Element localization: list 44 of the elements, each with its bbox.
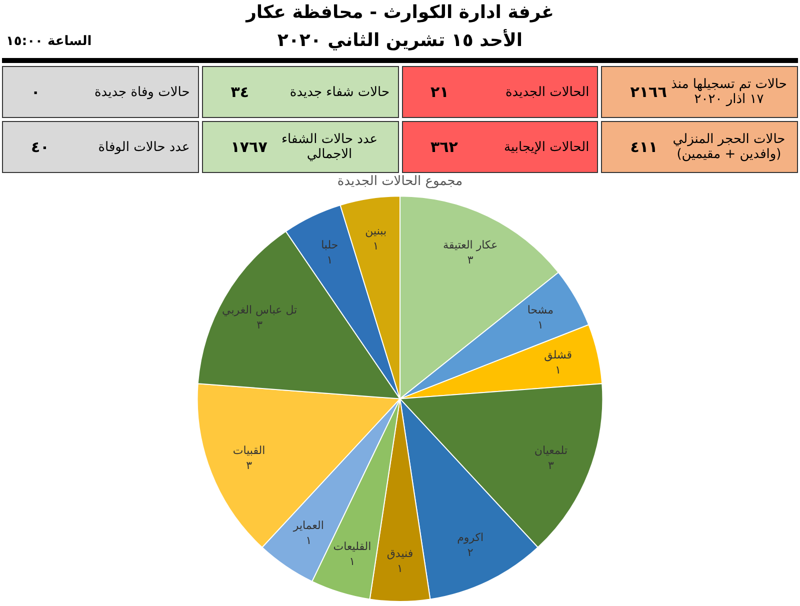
text: الحالات الإيجابية bbox=[504, 140, 590, 154]
text: الحالات الجديدة bbox=[505, 84, 590, 100]
data-label: ٣ bbox=[256, 318, 263, 332]
data-label: ١ bbox=[537, 318, 544, 332]
slice-label: القبيات bbox=[232, 444, 266, 458]
slice-label: فنيدق bbox=[386, 546, 414, 560]
slice-label: مشحا bbox=[527, 304, 554, 317]
text: حالات وفاة جديدة bbox=[94, 84, 190, 100]
text: حالات شفاء جديدة bbox=[290, 84, 390, 100]
slice-label: قشلق bbox=[544, 348, 572, 362]
slice-label: عكار العتيقة bbox=[443, 238, 498, 252]
data-label: ١ bbox=[349, 554, 356, 568]
text: ٢١٦٦ bbox=[630, 83, 667, 101]
text: ١٧٦٧ bbox=[230, 138, 268, 156]
data-label: ١ bbox=[326, 254, 333, 267]
data-label: ١ bbox=[372, 239, 379, 252]
slice-label: العماير bbox=[292, 518, 324, 532]
text: ٢١ bbox=[430, 83, 449, 101]
text: ٤٠ bbox=[31, 138, 50, 156]
text: ٣٤ bbox=[230, 83, 250, 101]
slice-label: القليعات bbox=[333, 540, 372, 553]
slice-label: ببنين bbox=[365, 224, 387, 238]
slice-label: تلمعيان bbox=[534, 444, 568, 458]
data-label: ٣ bbox=[548, 459, 554, 472]
text: حالات الحجر المنزلي (وافدين + مقيمين) bbox=[672, 132, 786, 162]
text: عدد حالات الوفاة bbox=[98, 140, 190, 154]
text: الساعة ١٥:٠٠ bbox=[6, 34, 92, 49]
data-label: ١ bbox=[306, 534, 312, 547]
data-label: ١ bbox=[397, 562, 403, 575]
text: ٣٦٢ bbox=[430, 138, 458, 156]
text: عدد حالات الشفاء الاجمالي bbox=[280, 132, 379, 162]
text: غرفة ادارة الكوارث - محافظة عكار bbox=[244, 2, 555, 23]
text: ٤١١ bbox=[630, 138, 658, 156]
slice-label: حلبا bbox=[321, 238, 338, 252]
text: حالات تم تسجيلها منذ ١٧ اذار ٢٠٢٠ bbox=[670, 77, 788, 107]
chart-title: مجموع الحالات الجديدة bbox=[337, 174, 463, 190]
data-label: ٢ bbox=[467, 546, 474, 559]
data-label: ٣ bbox=[467, 254, 474, 267]
data-label: ٣ bbox=[246, 459, 252, 472]
data-label: ١ bbox=[555, 364, 562, 377]
slice-label: تل عباس الغربي bbox=[222, 304, 298, 317]
text: ٠ bbox=[31, 83, 40, 101]
slice-label: اكروم bbox=[457, 530, 484, 544]
text: الأحد ١٥ تشرين الثاني ٢٠٢٠ bbox=[277, 30, 523, 51]
